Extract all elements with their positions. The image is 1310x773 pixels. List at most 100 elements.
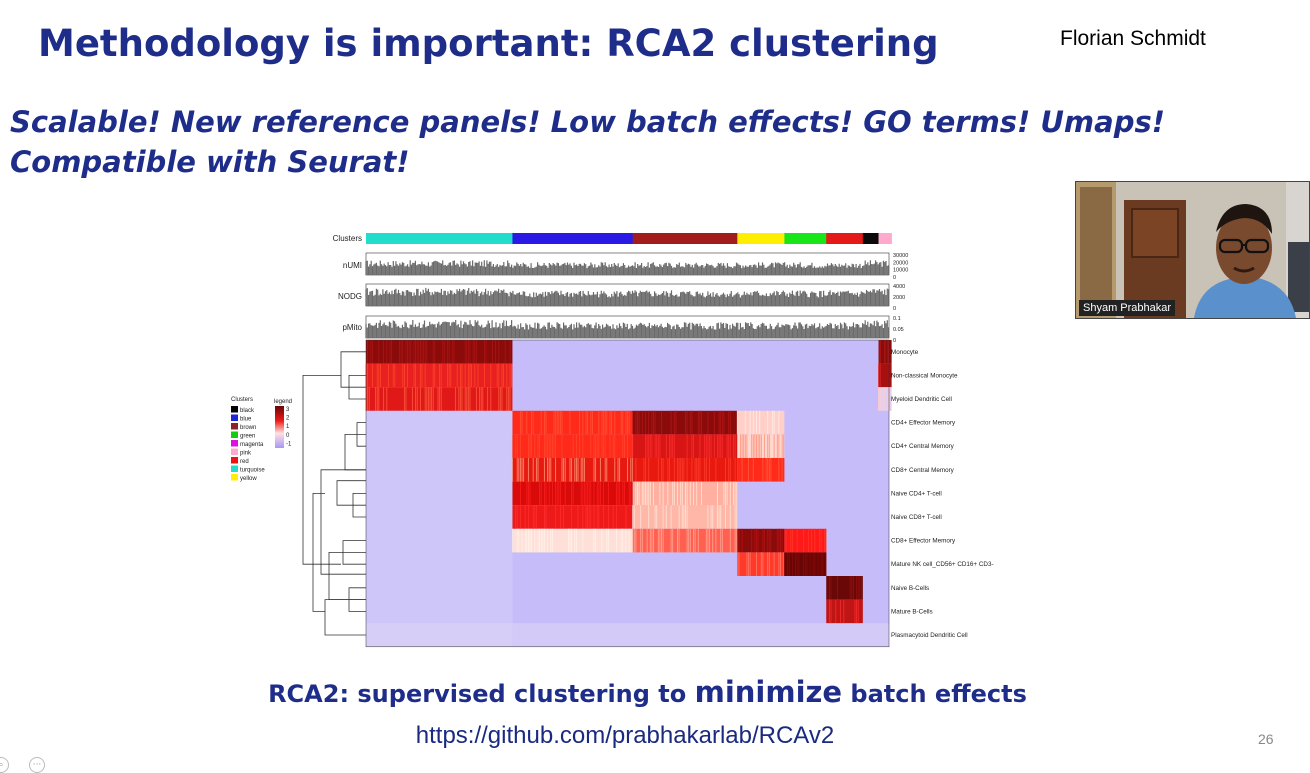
dendrogram-branch xyxy=(336,480,366,506)
cluster-legend-label: magenta xyxy=(240,442,264,448)
author-name: Florian Schmidt xyxy=(1060,27,1206,50)
pmito-track-tick: 0.1 xyxy=(893,316,901,322)
heatmap-row-label: Mature B-Cells xyxy=(891,608,933,615)
caption-emphasis: minimize xyxy=(694,675,843,709)
heatmap-row-label: Plasmacytoid Dendritic Cell xyxy=(891,632,968,639)
cluster-legend-swatch-yellow xyxy=(231,474,238,481)
heatmap-row-label: Non-classical Monocyte xyxy=(891,372,958,379)
nodg-track-tick: 0 xyxy=(893,306,896,312)
heatmap-texture xyxy=(879,340,889,364)
caption-part-2: batch effects xyxy=(842,680,1027,708)
cluster-bar-segment xyxy=(826,233,864,244)
scale-legend-title: legend xyxy=(274,399,292,405)
heatmap-block xyxy=(632,458,738,482)
nodg-track-bars xyxy=(365,287,890,306)
heatmap-texture xyxy=(738,552,785,576)
heatmap-block xyxy=(366,340,513,364)
cluster-bar-segment xyxy=(862,233,879,244)
slide-title: Methodology is important: RCA2 clusterin… xyxy=(38,22,939,65)
dendrogram-branch xyxy=(302,375,341,565)
heatmap-texture xyxy=(632,410,731,435)
cluster-legend-swatch-green xyxy=(231,431,238,438)
cluster-legend-swatch-blue xyxy=(231,414,238,421)
numi-track-tick: 10000 xyxy=(893,268,908,274)
heatmap-block xyxy=(878,363,892,388)
heatmap-block xyxy=(512,458,633,482)
heatmap-texture xyxy=(367,340,511,364)
cluster-legend-swatch-black xyxy=(231,406,238,413)
cluster-bar-segment xyxy=(512,233,634,244)
cluster-legend-swatch-turquoise xyxy=(231,465,238,472)
heatmap-texture xyxy=(632,434,736,458)
track-label-clusters: Clusters xyxy=(333,234,362,243)
cluster-bar-segment xyxy=(878,233,892,244)
cluster-legend-swatch-magenta xyxy=(231,440,238,447)
dendrogram-branch xyxy=(340,351,366,388)
page-number: 26 xyxy=(1258,731,1274,747)
dendrogram-branch xyxy=(312,493,325,612)
heatmap-row-label: Naive CD4+ T-cell xyxy=(891,490,942,497)
scale-legend-tick: 0 xyxy=(286,433,290,439)
track-label-nodg: NODG xyxy=(338,292,362,301)
heatmap-block xyxy=(512,410,633,435)
heatmap-texture xyxy=(736,410,780,435)
heatmap-texture xyxy=(635,458,736,482)
heatmap-row-label: CD8+ Central Memory xyxy=(891,467,955,474)
heatmap-block xyxy=(737,528,785,553)
heatmap-texture xyxy=(785,528,827,553)
heatmap-texture xyxy=(635,481,738,506)
heatmap-texture xyxy=(783,552,827,576)
heatmap-block xyxy=(512,481,633,506)
scale-legend-tick: 3 xyxy=(286,407,290,413)
heatmap-texture xyxy=(740,434,785,458)
heatmap-texture xyxy=(828,576,862,600)
dendrogram-branch xyxy=(344,434,366,471)
heatmap-row-label: Naive B-Cells xyxy=(891,585,929,592)
heatmap-row-label: Myeloid Dendritic Cell xyxy=(891,396,952,403)
cluster-legend-label: pink xyxy=(240,451,252,457)
heatmap-block xyxy=(632,528,738,553)
nodg-track-tick: 2000 xyxy=(893,295,905,301)
numi-track-bars xyxy=(365,260,890,275)
numi-track-tick: 20000 xyxy=(893,260,908,266)
cluster-legend-label: blue xyxy=(240,417,252,423)
github-link[interactable]: https://github.com/prabhakarlab/RCAv2 xyxy=(415,722,835,749)
heatmap-texture xyxy=(878,363,881,388)
heatmap-row-label: CD4+ Central Memory xyxy=(891,443,955,450)
slide-caption: RCA2: supervised clustering to minimize … xyxy=(0,675,1295,709)
numi-track-tick: 30000 xyxy=(893,253,908,259)
heatmap-block xyxy=(512,505,633,529)
track-label-numi: nUMI xyxy=(343,261,362,270)
cluster-legend-label: black xyxy=(240,408,255,414)
cluster-bar-segment xyxy=(632,233,738,244)
dendrogram-branch xyxy=(320,469,366,575)
nodg-track-tick: 4000 xyxy=(893,284,905,290)
pmito-track-tick: 0.05 xyxy=(893,327,904,333)
scale-legend-tick: 2 xyxy=(286,416,290,422)
cluster-bar-segment xyxy=(737,233,785,244)
slide-corner-tools: ⌕ ··· xyxy=(0,753,60,773)
heatmap-texture xyxy=(515,505,633,529)
cluster-bar-segment xyxy=(366,233,513,244)
dendrogram-branch xyxy=(328,552,366,600)
heatmap-shade xyxy=(366,410,513,647)
slide-subtitle: Scalable! New reference panels! Low batc… xyxy=(10,105,1165,179)
cluster-legend-label: brown xyxy=(240,425,256,431)
heatmap-shade xyxy=(366,623,889,647)
heatmap-row-label: Naive CD8+ T-cell xyxy=(891,514,942,521)
heatmap-texture xyxy=(878,387,891,411)
heatmap-block xyxy=(737,458,785,482)
caption-part-1: RCA2: supervised clustering to xyxy=(268,680,695,708)
cluster-legend-swatch-pink xyxy=(231,448,238,455)
pmito-track-tick: 0 xyxy=(893,338,896,344)
heatmap-texture xyxy=(738,528,783,553)
heatmap-texture xyxy=(632,528,738,553)
scale-legend-gradient xyxy=(275,406,284,448)
participant-video-tile[interactable]: Shyam Prabhakar xyxy=(1075,181,1310,319)
heatmap-row-label: Monocyte xyxy=(891,349,919,356)
cluster-legend-swatch-red xyxy=(231,457,238,464)
cluster-legend-label: red xyxy=(240,459,249,465)
heatmap-row-label: CD4+ Effector Memory xyxy=(891,420,956,427)
heatmap-block xyxy=(826,576,863,600)
pmito-track-bars xyxy=(365,320,890,338)
